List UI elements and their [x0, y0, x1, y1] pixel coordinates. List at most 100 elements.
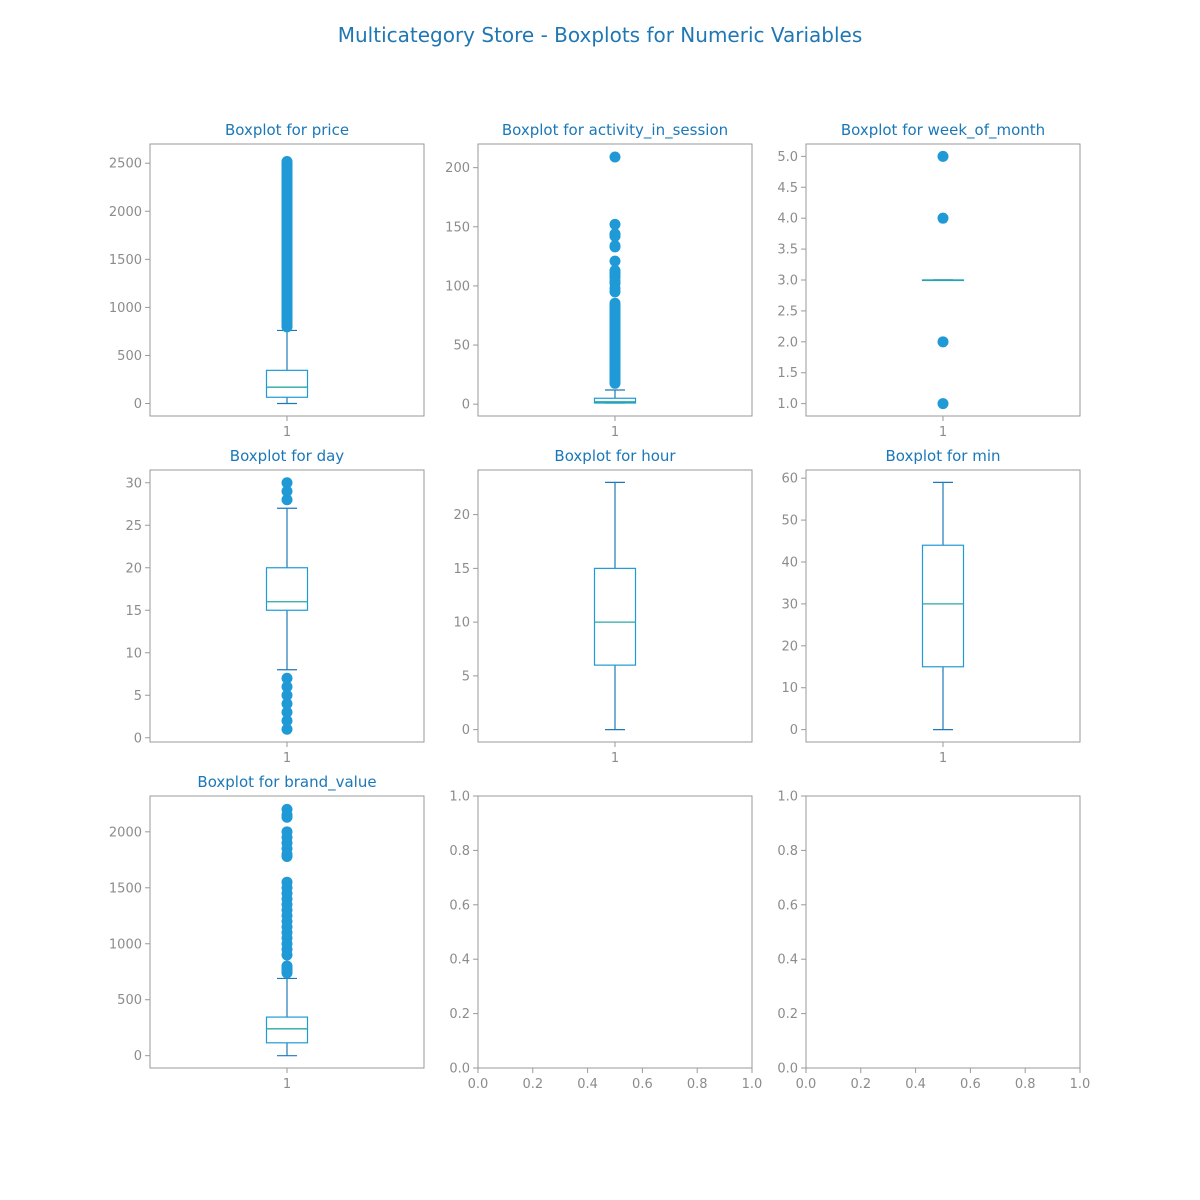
- outlier-point: [937, 336, 949, 348]
- figure-title: Multicategory Store - Boxplots for Numer…: [338, 23, 863, 47]
- y-tick-label: 50: [453, 339, 470, 354]
- subplot-grid: Boxplot for price050010001500200025001Bo…: [109, 121, 1090, 1092]
- outlier-point: [609, 265, 621, 277]
- subplot-title: Boxplot for week_of_month: [841, 121, 1045, 140]
- outlier-point: [281, 681, 293, 693]
- y-tick-label: 0.4: [449, 953, 470, 968]
- axes-frame: [477, 795, 753, 1069]
- x-tick-label: 0.6: [960, 1077, 981, 1092]
- subplot-panel: Boxplot for min 0 10 20 30 40 50 60 1: [781, 447, 1081, 766]
- outlier-point: [281, 477, 293, 489]
- outlier-point: [281, 689, 293, 701]
- y-tick-label: 2000: [109, 205, 142, 220]
- y-tick-label: 0: [462, 398, 470, 413]
- y-tick-label: 0: [134, 1049, 142, 1064]
- x-tick-label: 1.0: [1070, 1077, 1091, 1092]
- outlier-point: [609, 255, 621, 267]
- y-tick-label: 1000: [109, 301, 142, 316]
- y-tick-label: 30: [781, 597, 798, 612]
- y-tick-label: 5: [134, 689, 142, 704]
- subplot-panel: Boxplot for hour 0 5 10 15 20 1: [453, 447, 753, 766]
- outlier-point: [281, 826, 293, 838]
- x-tick-label: 0.2: [522, 1077, 543, 1092]
- y-tick-label: 10: [781, 681, 798, 696]
- x-tick-label: 0.2: [850, 1077, 871, 1092]
- y-tick-label: 1.0: [777, 397, 798, 412]
- outlier-point: [281, 494, 293, 506]
- y-tick-label: 10: [453, 616, 470, 631]
- outlier-point: [281, 715, 293, 727]
- subplot-panel: Boxplot for price 0 500 1000 1500 2000 2500 1: [109, 121, 425, 440]
- y-tick-label: 20: [453, 508, 470, 523]
- y-tick-label: 1.5: [777, 366, 798, 381]
- y-tick-label: 5: [462, 669, 470, 684]
- y-tick-label: 1500: [109, 253, 142, 268]
- x-tick-label: 0.4: [905, 1077, 926, 1092]
- y-tick-label: 2500: [109, 157, 142, 172]
- outlier-point: [281, 876, 293, 888]
- y-tick-label: 4.0: [777, 212, 798, 227]
- x-tick-label: 1: [283, 1077, 291, 1092]
- iqr-box: [593, 397, 637, 404]
- y-tick-label: 1.0: [777, 790, 798, 805]
- outlier-band: [281, 960, 293, 979]
- y-tick-label: 100: [445, 279, 470, 294]
- x-tick-label: 1.0: [742, 1077, 763, 1092]
- iqr-box: [593, 567, 637, 666]
- y-tick-label: 0: [134, 731, 142, 746]
- y-tick-label: 0.6: [777, 898, 798, 913]
- y-tick-label: 2.5: [777, 304, 798, 319]
- outlier-band: [281, 156, 293, 333]
- subplot-title: Boxplot for min: [885, 447, 1000, 465]
- x-tick-label: 1: [283, 425, 291, 440]
- iqr-box: [265, 1016, 309, 1044]
- outlier-point: [609, 151, 621, 163]
- subplot-panel: Boxplot for day 0 5 10 15 20 25 30 1: [125, 447, 425, 766]
- y-tick-label: 40: [781, 555, 798, 570]
- y-tick-label: 1.0: [449, 790, 470, 805]
- outlier-point: [281, 803, 293, 815]
- y-tick-label: 20: [781, 639, 798, 654]
- y-tick-label: 2.0: [777, 335, 798, 350]
- y-tick-label: 25: [125, 519, 142, 534]
- y-tick-label: 1000: [109, 937, 142, 952]
- y-tick-label: 0.4: [777, 953, 798, 968]
- x-tick-label: 1: [611, 425, 619, 440]
- outlier-point: [609, 228, 621, 240]
- y-tick-label: 0: [134, 397, 142, 412]
- subplot-panel: 0.0 0.2 0.4 0.6 0.8 1.0 0.0 0.2 0.4 0.6 0.8 1.0: [777, 790, 1090, 1093]
- outlier-point: [937, 212, 949, 224]
- axes-frame: [805, 795, 1081, 1069]
- y-tick-label: 200: [445, 161, 470, 176]
- subplot-title: Boxplot for brand_value: [197, 773, 376, 792]
- subplot-panel: Boxplot for activity_in_session 0 50 100 150…: [445, 121, 753, 440]
- y-tick-label: 15: [125, 604, 142, 619]
- y-tick-label: 0.8: [449, 844, 470, 859]
- y-tick-label: 0.0: [449, 1062, 470, 1077]
- x-tick-label: 0.8: [1015, 1077, 1036, 1092]
- x-tick-label: 0.4: [577, 1077, 598, 1092]
- x-tick-label: 0.6: [632, 1077, 653, 1092]
- y-tick-label: 10: [125, 646, 142, 661]
- subplot-panel: 0.0 0.2 0.4 0.6 0.8 1.0 0.0 0.2 0.4 0.6 0.8 1.0: [449, 790, 762, 1093]
- y-tick-label: 0.0: [777, 1062, 798, 1077]
- outlier-point: [281, 485, 293, 497]
- x-tick-label: 1: [939, 751, 947, 766]
- y-tick-label: 20: [125, 561, 142, 576]
- outlier-point: [281, 706, 293, 718]
- subplot-title: Boxplot for day: [230, 447, 345, 465]
- outlier-point: [937, 150, 949, 162]
- x-tick-label: 1: [283, 751, 291, 766]
- outlier-point: [609, 218, 621, 230]
- y-tick-label: 3.0: [777, 274, 798, 289]
- x-tick-label: 1: [939, 425, 947, 440]
- x-tick-label: 1: [611, 751, 619, 766]
- y-tick-label: 1500: [109, 881, 142, 896]
- y-tick-label: 4.5: [777, 181, 798, 196]
- outlier-point: [937, 398, 949, 410]
- x-tick-label: 0.8: [687, 1077, 708, 1092]
- y-tick-label: 15: [453, 562, 470, 577]
- y-tick-label: 60: [781, 472, 798, 487]
- iqr-box: [921, 544, 965, 668]
